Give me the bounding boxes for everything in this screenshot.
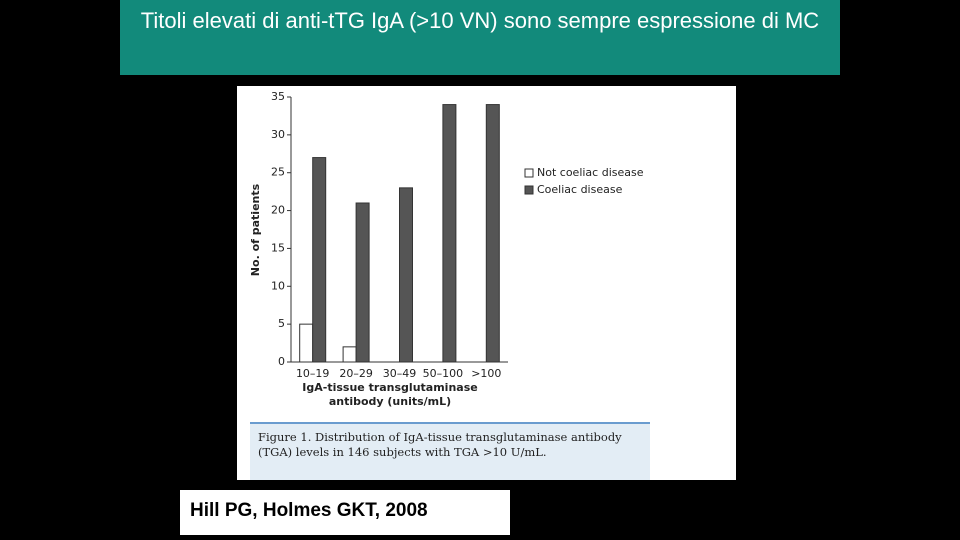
citation: Hill PG, Holmes GKT, 2008 <box>190 500 428 521</box>
y-tick-label: 20 <box>271 204 285 217</box>
x-tick-label: >100 <box>471 367 501 380</box>
y-tick-label: 25 <box>271 166 285 179</box>
y-axis-label: No. of patients <box>249 183 262 276</box>
bar <box>312 157 327 363</box>
bar <box>399 187 413 363</box>
y-tick-label: 5 <box>278 317 285 330</box>
bar <box>355 202 370 363</box>
bar <box>299 323 314 363</box>
y-tick-label: 10 <box>271 279 285 292</box>
legend-swatch <box>524 185 534 195</box>
y-tick-label: 35 <box>271 90 285 103</box>
bar <box>342 346 357 363</box>
y-tick-label: 15 <box>271 241 285 254</box>
x-tick-label: 10–19 <box>296 367 330 380</box>
citation-panel <box>180 490 510 535</box>
x-tick-label: 20–29 <box>339 367 373 380</box>
legend-swatch <box>524 168 534 178</box>
slide-title: Titoli elevati di anti-tTG IgA (>10 VN) … <box>120 0 840 75</box>
figure-caption: Figure 1. Distribution of IgA-tissue tra… <box>250 422 650 480</box>
legend-label: Coeliac disease <box>537 183 623 196</box>
bar <box>485 104 500 363</box>
y-tick-label: 30 <box>271 128 285 141</box>
legend-label: Not coeliac disease <box>537 166 644 179</box>
x-tick-label: 30–49 <box>383 367 417 380</box>
y-tick-label: 0 <box>278 355 285 368</box>
x-axis-label: IgA-tissue transglutaminase antibody (un… <box>302 381 478 408</box>
x-tick-label: 50–100 <box>423 367 464 380</box>
bar <box>442 104 457 363</box>
